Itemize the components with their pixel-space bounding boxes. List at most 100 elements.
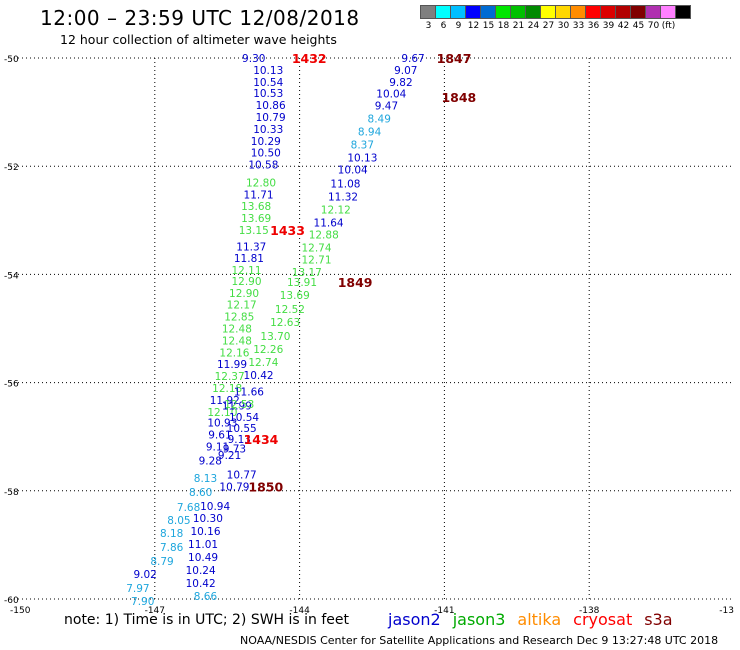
x-tick-label: -13	[719, 606, 734, 616]
scale-label: 18	[497, 21, 510, 31]
scale-swatch	[660, 5, 676, 19]
wave-height-point: 12.90	[229, 288, 259, 300]
wave-height-point: 11.64	[314, 217, 344, 229]
wave-height-point: 10.53	[253, 88, 283, 100]
wave-height-point: 13.68	[241, 201, 271, 213]
wave-height-point: 10.94	[200, 501, 230, 513]
wave-height-point: 8.94	[358, 127, 382, 139]
wave-height-point: 13.70	[260, 331, 290, 343]
scale-label: 3	[425, 21, 432, 31]
scale-swatch	[615, 5, 631, 19]
y-tick-label: -50	[4, 55, 19, 65]
wave-height-point: 12.85	[224, 312, 254, 324]
wave-height-point: 8.18	[160, 528, 183, 540]
wave-height-point: 11.99	[217, 359, 247, 371]
scale-swatch	[510, 5, 526, 19]
wave-height-point: 8.13	[194, 473, 217, 485]
wave-height-point: 10.58	[248, 160, 278, 172]
wave-height-point: 12.90	[231, 276, 261, 288]
time-label: 1434	[244, 432, 279, 447]
wave-height-point: 9.11	[206, 441, 229, 453]
time-label: 1432	[292, 51, 327, 66]
wave-height-point: 13.17	[292, 267, 322, 279]
wave-height-point: 11.01	[188, 539, 218, 551]
legend-entry-jason2: jason2	[388, 610, 441, 629]
wave-height-point: 11.66	[234, 386, 264, 398]
scale-swatch	[540, 5, 556, 19]
scale-label: 27	[542, 21, 555, 31]
chart-title: 12:00 – 23:59 UTC 12/08/2018	[40, 6, 360, 30]
wave-height-point: 7.97	[126, 583, 149, 595]
wave-height-point: 7.90	[131, 596, 154, 608]
y-tick-label: -52	[4, 163, 19, 173]
legend-entry-s3a: s3a	[644, 610, 673, 629]
wave-height-point: 9.02	[133, 569, 156, 581]
wave-height-point: 12.88	[309, 229, 339, 241]
wave-height-point: 8.79	[150, 556, 173, 568]
scale-swatch	[420, 5, 436, 19]
wave-height-point: 11.32	[328, 191, 358, 203]
wave-height-point: 10.42	[186, 578, 216, 590]
scale-label: 39	[602, 21, 615, 31]
y-tick-label: -54	[4, 271, 19, 281]
wave-height-point: 9.30	[242, 53, 265, 65]
footer-note: note: 1) Time is in UTC; 2) SWH is in fe…	[64, 612, 350, 628]
wave-height-point: 9.61	[208, 430, 231, 442]
scale-label: 15	[482, 21, 495, 31]
wave-height-point: 12.10	[207, 407, 237, 419]
time-label: 1847	[437, 51, 472, 66]
wave-height-point: 11.81	[234, 253, 264, 265]
scale-swatch	[570, 5, 586, 19]
color-scale-swatches	[420, 5, 691, 19]
scale-label: 6	[440, 21, 447, 31]
wave-height-point: 12.48	[222, 335, 252, 347]
scale-swatch	[630, 5, 646, 19]
footer-credit: NOAA/NESDIS Center for Satellite Applica…	[240, 634, 719, 647]
wave-height-point: 10.24	[186, 565, 216, 577]
wave-height-point: 12.37	[215, 371, 245, 383]
wave-height-point: 12.12	[321, 204, 351, 216]
x-tick-label: -138	[579, 606, 600, 616]
wave-height-point: 11.08	[330, 179, 360, 191]
time-label: 1849	[338, 275, 373, 290]
scale-label: 24	[527, 21, 540, 31]
scale-swatch	[600, 5, 616, 19]
scale-label: 21	[512, 21, 525, 31]
wave-height-point: 9.67	[401, 53, 424, 65]
wave-height-point: 10.55	[227, 423, 257, 435]
wave-height-point: 10.79	[256, 112, 286, 124]
wave-height-point: 12.80	[246, 177, 276, 189]
wave-height-point: 8.05	[167, 515, 190, 527]
wave-height-point: 12.26	[253, 344, 283, 356]
color-scale-labels: 3 6 9 12 15 18 21 24 27 30 33 36 39 42 45 70 (ft)	[421, 21, 691, 31]
wave-height-point: 9.47	[375, 101, 398, 113]
wave-height-point: 11.71	[244, 189, 274, 201]
wave-height-point: 10.77	[227, 470, 257, 482]
scale-label: 42	[617, 21, 630, 31]
scale-swatch	[465, 5, 481, 19]
wave-height-point: 8.37	[351, 140, 374, 152]
wave-height-point: 12.11	[231, 265, 261, 277]
wave-height-point: 9.82	[389, 77, 412, 89]
wave-height-point: 9.28	[199, 456, 222, 468]
wave-height-point: 12.63	[270, 317, 300, 329]
time-label: 1848	[441, 90, 476, 105]
wave-height-point: 10.04	[338, 164, 368, 176]
chart-subtitle: 12 hour collection of altimeter wave hei…	[60, 32, 337, 47]
wave-height-point: 12.71	[301, 254, 331, 266]
scale-label: 12	[467, 21, 480, 31]
wave-height-point: 9.21	[218, 450, 241, 462]
wave-height-point: 10.54	[253, 77, 283, 89]
wave-height-point: 10.29	[251, 136, 281, 148]
scale-swatch	[450, 5, 466, 19]
wave-height-point: 12.74	[301, 242, 331, 254]
wave-height-point: 10.04	[376, 89, 406, 101]
wave-height-point: 11.92	[210, 395, 240, 407]
wave-height-point: 12.16	[219, 347, 249, 359]
wave-height-point: 12.74	[248, 357, 278, 369]
wave-height-point: 13.15	[239, 225, 269, 237]
scale-swatch	[675, 5, 691, 19]
scale-label: 33	[572, 21, 585, 31]
wave-height-point: 8.49	[368, 114, 391, 126]
